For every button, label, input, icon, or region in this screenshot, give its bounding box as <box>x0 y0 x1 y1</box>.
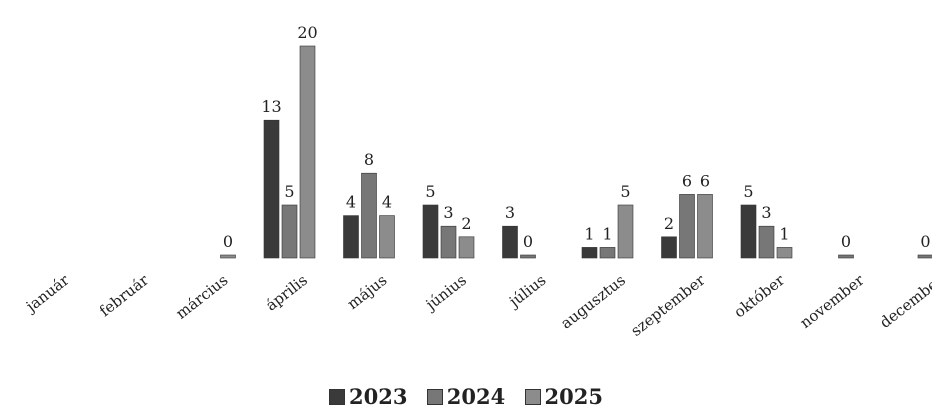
bar-2025-7 <box>697 194 713 259</box>
value-label-2024-2: 5 <box>284 182 294 201</box>
value-label-2023-3: 4 <box>346 193 356 212</box>
bar-2024-7 <box>679 194 695 259</box>
bar-2024-4 <box>440 225 457 259</box>
bar-2024-10 <box>917 254 932 259</box>
value-label-2025-7: 6 <box>700 171 710 190</box>
bar-2025-3 <box>379 215 395 259</box>
legend-swatch-2025 <box>524 388 541 405</box>
month-label-7: augusztus <box>557 271 629 333</box>
value-label-2025-2: 20 <box>297 23 317 42</box>
bar-2023-2 <box>263 119 280 259</box>
value-label-2023-7: 2 <box>664 214 674 233</box>
bar-2024-6 <box>599 247 616 259</box>
value-label-2023-8: 5 <box>743 182 753 201</box>
month-label-1: február <box>96 270 153 320</box>
bar-2025-4 <box>458 236 475 259</box>
value-label-2025-1: 0 <box>223 232 233 251</box>
bar-2024-3 <box>361 172 377 259</box>
month-label-4: május <box>344 271 391 313</box>
bar-2025-6 <box>617 204 634 259</box>
bars-group <box>220 45 932 259</box>
bar-2025-1 <box>220 254 236 259</box>
month-label-5: június <box>421 271 470 315</box>
legend-item-2025: 2025 <box>524 384 603 409</box>
bar-2023-3 <box>343 215 359 259</box>
value-label-2024-6: 1 <box>602 224 612 243</box>
bar-2025-2 <box>299 45 316 259</box>
value-label-2024-5: 0 <box>523 232 533 251</box>
bar-2023-5 <box>502 225 518 259</box>
bar-2024-8 <box>758 225 775 259</box>
legend-swatch-2024 <box>426 388 443 405</box>
month-label-8: szeptember <box>627 270 709 339</box>
bar-2023-6 <box>581 247 598 259</box>
month-label-2: március <box>172 271 231 323</box>
value-label-2024-9: 0 <box>841 232 851 251</box>
legend-label-2025: 2025 <box>544 384 603 409</box>
month-label-9: október <box>731 270 789 321</box>
month-label-3: április <box>262 271 311 315</box>
month-label-0: január <box>21 270 73 316</box>
value-label-2024-3: 8 <box>364 150 374 169</box>
legend-swatch-2023 <box>329 388 345 405</box>
value-label-2023-6: 1 <box>584 224 594 243</box>
bar-2024-2 <box>281 204 298 259</box>
value-label-2024-10: 0 <box>920 232 930 251</box>
value-label-2024-4: 3 <box>443 203 453 222</box>
bar-2023-4 <box>422 204 439 259</box>
bar-2023-7 <box>661 236 677 259</box>
legend-item-2023: 2023 <box>329 384 407 409</box>
month-label-6: július <box>504 271 549 312</box>
bar-2023-8 <box>740 204 757 259</box>
value-label-2025-6: 5 <box>620 182 630 201</box>
legend-item-2024: 2024 <box>426 384 506 409</box>
value-label-2024-7: 6 <box>682 171 692 190</box>
legend: 2023 2024 2025 <box>0 384 932 410</box>
month-labels-group: január február március április május június jú… <box>21 270 932 339</box>
value-label-2023-2: 13 <box>261 97 281 116</box>
value-label-2025-3: 4 <box>382 193 392 212</box>
bar-2024-5 <box>520 254 536 259</box>
value-label-2025-4: 2 <box>461 214 471 233</box>
bar-2024-9 <box>838 254 854 259</box>
value-label-2023-4: 5 <box>425 182 435 201</box>
value-label-2024-8: 3 <box>761 203 771 222</box>
value-label-2025-8: 1 <box>779 224 789 243</box>
month-label-11: december <box>876 270 932 331</box>
legend-label-2023: 2023 <box>349 384 408 409</box>
bar-2025-8 <box>776 247 793 259</box>
month-label-10: november <box>797 270 869 331</box>
value-label-2023-5: 3 <box>505 203 515 222</box>
legend-label-2024: 2024 <box>446 384 506 409</box>
